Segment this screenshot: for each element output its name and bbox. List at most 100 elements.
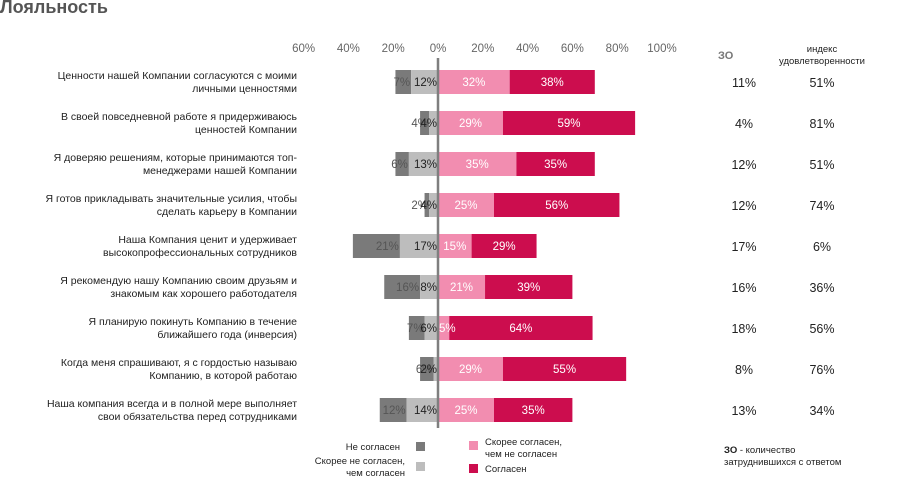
data-label-rather-agree: 35%: [466, 159, 489, 171]
zo-value: 16%: [731, 281, 756, 295]
data-label-disagree: 2%: [411, 200, 428, 212]
data-label-agree: 59%: [558, 118, 581, 130]
data-label-rather-agree: 32%: [462, 77, 485, 89]
x-tick-label: 80%: [606, 43, 629, 55]
index-value: 74%: [809, 199, 834, 213]
category-label: Я доверяю решениям, которые принимаются …: [54, 152, 298, 177]
data-label-agree: 39%: [517, 282, 540, 294]
data-label-rather-disagree: 8%: [420, 282, 437, 294]
index-value: 6%: [813, 240, 831, 254]
bar-segment: [424, 193, 430, 217]
data-label-disagree: 6%: [391, 159, 408, 171]
data-label-agree: 56%: [545, 200, 568, 212]
data-label-agree: 38%: [541, 77, 564, 89]
bar-segment: [424, 316, 438, 340]
zo-value: 4%: [735, 117, 753, 131]
category-label: Наша компания всегда и в полной мере вып…: [47, 398, 297, 423]
index-column-header: индекс удовлетворенности: [779, 44, 865, 67]
category-label: Я рекомендую нашу Компанию своим друзьям…: [60, 275, 297, 300]
data-label-rather-disagree: 14%: [414, 405, 437, 417]
data-label-rather-agree: 25%: [454, 405, 477, 417]
zo-value: 13%: [731, 404, 756, 418]
index-value: 36%: [809, 281, 834, 295]
zo-value: 18%: [731, 322, 756, 336]
data-label-rather-disagree: 4%: [420, 200, 437, 212]
bar-segment: [494, 193, 620, 217]
zo-value: 12%: [731, 199, 756, 213]
bar-segment: [406, 398, 438, 422]
legend-label-rather-disagree: Скорее не согласен, чем согласен: [315, 456, 405, 479]
data-label-rather-disagree: 2%: [420, 364, 437, 376]
x-tick-label: 100%: [647, 43, 676, 55]
data-label-disagree: 7%: [407, 323, 424, 335]
legend-label-rather-agree: Скорее согласен, чем не согласен: [485, 437, 562, 460]
index-value: 51%: [809, 158, 834, 172]
bar-segment: [502, 111, 636, 135]
data-label-rather-agree: 25%: [454, 200, 477, 212]
bar-segment: [420, 111, 430, 135]
data-label-rather-disagree: 17%: [414, 241, 437, 253]
bar-segment: [395, 152, 409, 176]
bar-segment: [516, 152, 595, 176]
zo-value: 17%: [731, 240, 756, 254]
x-tick-label: 40%: [516, 43, 539, 55]
data-label-disagree: 12%: [383, 405, 406, 417]
category-label: Я планирую покинуть Компанию в течение бл…: [89, 316, 298, 341]
data-label-disagree: 4%: [411, 118, 428, 130]
legend-swatch-disagree: [416, 442, 425, 451]
bar-segment: [438, 398, 494, 422]
category-label: Когда меня спрашивают, я с гордостью наз…: [61, 357, 297, 382]
data-label-disagree: 16%: [396, 282, 419, 294]
zo-value: 8%: [735, 363, 753, 377]
x-tick-label: 20%: [382, 43, 405, 55]
data-label-agree: 29%: [493, 241, 516, 253]
x-tick-label: 60%: [292, 43, 315, 55]
bar-segment: [408, 152, 438, 176]
data-label-agree: 35%: [522, 405, 545, 417]
data-label-rather-agree: 21%: [450, 282, 473, 294]
data-label-agree: 35%: [544, 159, 567, 171]
bar-segment: [408, 316, 425, 340]
bar-segment: [420, 357, 434, 381]
category-label: Наша Компания ценит и удерживает высокопр…: [103, 234, 297, 259]
category-label: Ценности нашей Компании согласуются с мо…: [58, 70, 297, 95]
index-value: 51%: [809, 76, 834, 90]
zo-note: ЗО - количество затруднившихся с ответом: [724, 445, 841, 468]
data-label-disagree: 7%: [393, 77, 410, 89]
zo-column-header: ЗО: [718, 50, 734, 62]
bar-segment: [502, 357, 627, 381]
data-label-disagree: 6%: [416, 364, 433, 376]
bar-segment: [438, 316, 450, 340]
data-label-rather-disagree: 12%: [414, 77, 437, 89]
legend-swatch-rather-agree: [469, 441, 478, 450]
index-value: 34%: [809, 404, 834, 418]
data-label-rather-agree: 29%: [459, 118, 482, 130]
x-tick-label: 60%: [561, 43, 584, 55]
legend-label-agree: Согласен: [485, 464, 527, 475]
data-label-rather-agree: 5%: [439, 323, 456, 335]
bar-segment: [429, 193, 438, 217]
bar-segment: [395, 70, 412, 94]
x-tick-label: 40%: [337, 43, 360, 55]
category-label: Я готов прикладывать значительные усилия…: [45, 193, 297, 218]
bar-segment: [379, 398, 407, 422]
index-value: 76%: [809, 363, 834, 377]
bar-segment: [429, 111, 438, 135]
bar-segment: [485, 275, 573, 299]
bar-segment: [399, 234, 438, 258]
x-tick-label: 0%: [430, 43, 447, 55]
bar-segment: [471, 234, 537, 258]
bar-segment: [438, 70, 510, 94]
x-tick-label: 20%: [471, 43, 494, 55]
bar-segment: [438, 152, 517, 176]
bar-segment: [384, 275, 421, 299]
index-value: 81%: [809, 117, 834, 131]
bar-segment: [411, 70, 438, 94]
bar-segment: [494, 398, 573, 422]
bar-segment: [433, 357, 438, 381]
bar-segment: [438, 111, 503, 135]
category-label: В своей повседневной работе я придержива…: [61, 111, 298, 136]
data-label-agree: 55%: [553, 364, 576, 376]
legend-swatch-rather-disagree: [416, 462, 425, 471]
